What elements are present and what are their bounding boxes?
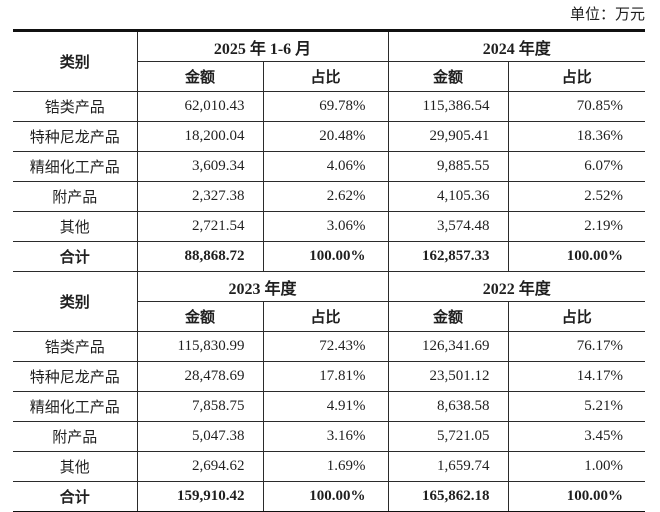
amount-cell: 18,200.04	[136, 121, 264, 152]
table-row: 锆类产品 62,010.43 69.78% 115,386.54 70.85%	[12, 91, 646, 122]
revenue-table-2023-2022: 类别 2023 年度 2022 年度 金额 占比 金额 占比 锆类产品 115,8…	[12, 271, 646, 512]
table-row: 特种尼龙产品 28,478.69 17.81% 23,501.12 14.17%	[12, 361, 646, 392]
ratio-cell: 5.21%	[507, 391, 646, 422]
period-header-2024: 2024 年度	[387, 30, 646, 62]
amount-header: 金额	[136, 61, 264, 92]
table-row: 附产品 5,047.38 3.16% 5,721.05 3.45%	[12, 421, 646, 452]
category-cell: 精细化工产品	[12, 151, 138, 182]
table-row: 其他 2,721.54 3.06% 3,574.48 2.19%	[12, 211, 646, 242]
ratio-header: 占比	[507, 61, 646, 92]
amount-cell: 2,327.38	[136, 181, 264, 212]
ratio-cell: 17.81%	[262, 361, 389, 392]
revenue-table-2025-2024: 类别 2025 年 1-6 月 2024 年度 金额 占比 金额 占比 锆类产品…	[12, 29, 646, 272]
period-header-row: 类别 2023 年度 2022 年度	[12, 271, 646, 332]
category-cell: 其他	[12, 451, 138, 482]
category-cell: 特种尼龙产品	[12, 361, 138, 392]
amount-cell: 3,609.34	[136, 151, 264, 182]
category-cell: 附产品	[12, 181, 138, 212]
amount-cell: 115,386.54	[387, 91, 509, 122]
category-cell: 锆类产品	[12, 331, 138, 362]
category-header: 类别	[12, 30, 138, 92]
ratio-cell: 4.91%	[262, 391, 389, 422]
ratio-header: 占比	[262, 61, 389, 92]
ratio-cell: 2.19%	[507, 211, 646, 242]
ratio-cell: 20.48%	[262, 121, 389, 152]
total-row: 合计 159,910.42 100.00% 165,862.18 100.00%	[12, 481, 646, 512]
period-header-2023: 2023 年度	[136, 271, 389, 302]
amount-cell: 7,858.75	[136, 391, 264, 422]
period-header-row: 类别 2025 年 1-6 月 2024 年度	[12, 30, 646, 92]
category-cell: 附产品	[12, 421, 138, 452]
ratio-cell: 6.07%	[507, 151, 646, 182]
amount-cell: 5,721.05	[387, 421, 509, 452]
amount-cell: 23,501.12	[387, 361, 509, 392]
ratio-cell: 2.52%	[507, 181, 646, 212]
category-cell: 锆类产品	[12, 91, 138, 122]
ratio-cell: 4.06%	[262, 151, 389, 182]
amount-cell: 62,010.43	[136, 91, 264, 122]
amount-cell: 2,694.62	[136, 451, 264, 482]
ratio-cell: 1.69%	[262, 451, 389, 482]
total-row: 合计 88,868.72 100.00% 162,857.33 100.00%	[12, 241, 646, 272]
ratio-cell: 2.62%	[262, 181, 389, 212]
ratio-cell: 3.06%	[262, 211, 389, 242]
ratio-cell: 76.17%	[507, 331, 646, 362]
category-cell: 合计	[12, 241, 138, 272]
category-cell: 合计	[12, 481, 138, 512]
ratio-cell: 3.45%	[507, 421, 646, 452]
amount-cell: 4,105.36	[387, 181, 509, 212]
amount-header: 金额	[136, 301, 264, 332]
amount-cell: 115,830.99	[136, 331, 264, 362]
amount-cell: 159,910.42	[136, 481, 264, 512]
ratio-cell: 100.00%	[262, 241, 389, 272]
amount-header: 金额	[387, 61, 509, 92]
amount-cell: 162,857.33	[387, 241, 509, 272]
ratio-cell: 3.16%	[262, 421, 389, 452]
table-row: 特种尼龙产品 18,200.04 20.48% 29,905.41 18.36%	[12, 121, 646, 152]
amount-cell: 9,885.55	[387, 151, 509, 182]
ratio-cell: 69.78%	[262, 91, 389, 122]
ratio-cell: 14.17%	[507, 361, 646, 392]
ratio-header: 占比	[262, 301, 389, 332]
table-row: 精细化工产品 7,858.75 4.91% 8,638.58 5.21%	[12, 391, 646, 422]
ratio-cell: 100.00%	[262, 481, 389, 512]
table-row: 附产品 2,327.38 2.62% 4,105.36 2.52%	[12, 181, 646, 212]
category-cell: 其他	[12, 211, 138, 242]
amount-cell: 5,047.38	[136, 421, 264, 452]
metric-header-row: 金额 占比 金额 占比	[13, 61, 646, 92]
category-cell: 特种尼龙产品	[12, 121, 138, 152]
unit-label: 单位：万元	[569, 7, 645, 23]
ratio-cell: 100.00%	[507, 481, 646, 512]
ratio-cell: 72.43%	[262, 331, 389, 362]
category-header: 类别	[12, 271, 138, 332]
amount-cell: 3,574.48	[387, 211, 509, 242]
amount-header: 金额	[387, 301, 509, 332]
metric-header-row: 金额 占比 金额 占比	[13, 301, 646, 332]
ratio-cell: 70.85%	[507, 91, 646, 122]
table-row: 其他 2,694.62 1.69% 1,659.74 1.00%	[12, 451, 646, 482]
category-cell: 精细化工产品	[12, 391, 138, 422]
amount-cell: 8,638.58	[387, 391, 509, 422]
table-row: 精细化工产品 3,609.34 4.06% 9,885.55 6.07%	[12, 151, 646, 182]
ratio-header: 占比	[507, 301, 646, 332]
period-header-2025: 2025 年 1-6 月	[136, 30, 389, 62]
amount-cell: 165,862.18	[387, 481, 509, 512]
ratio-cell: 18.36%	[507, 121, 646, 152]
amount-cell: 88,868.72	[136, 241, 264, 272]
period-header-2022: 2022 年度	[387, 271, 646, 302]
ratio-cell: 1.00%	[507, 451, 646, 482]
amount-cell: 126,341.69	[387, 331, 509, 362]
amount-cell: 1,659.74	[387, 451, 509, 482]
amount-cell: 2,721.54	[136, 211, 264, 242]
amount-cell: 29,905.41	[387, 121, 509, 152]
ratio-cell: 100.00%	[507, 241, 646, 272]
amount-cell: 28,478.69	[136, 361, 264, 392]
table-row: 锆类产品 115,830.99 72.43% 126,341.69 76.17%	[12, 331, 646, 362]
